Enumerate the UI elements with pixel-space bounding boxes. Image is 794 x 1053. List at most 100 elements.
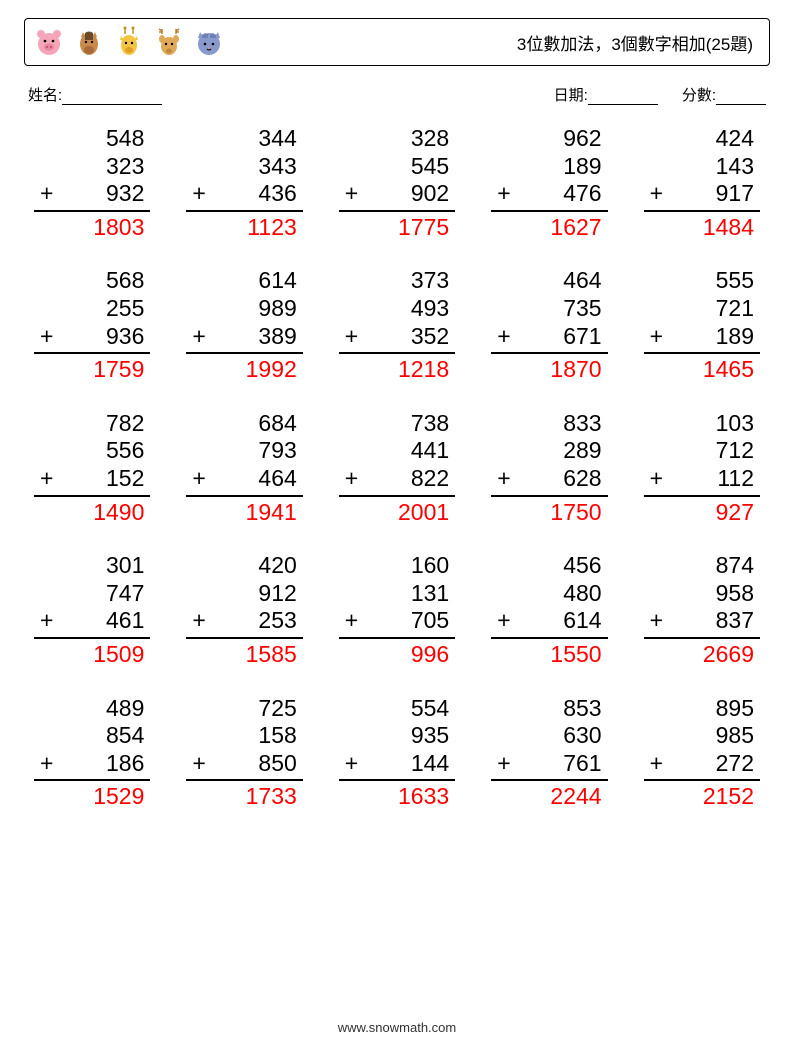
plus-sign: + <box>491 607 510 635</box>
plus-sign: + <box>186 323 205 351</box>
problem: 554935+1441633 <box>339 695 455 811</box>
addend-3: +253 <box>186 607 302 639</box>
answer: 1123 <box>186 212 302 242</box>
addend-3: +189 <box>644 323 760 355</box>
addend-1: 464 <box>491 267 607 295</box>
addend-3: +671 <box>491 323 607 355</box>
addend-1: 782 <box>34 410 150 438</box>
addend-1: 160 <box>339 552 455 580</box>
addend-3: +461 <box>34 607 150 639</box>
cat-icon <box>193 26 225 58</box>
problem: 853630+7612244 <box>491 695 607 811</box>
plus-sign: + <box>644 180 663 208</box>
answer: 996 <box>339 639 455 669</box>
problem: 464735+6711870 <box>491 267 607 383</box>
problem: 874958+8372669 <box>644 552 760 668</box>
answer: 1941 <box>186 497 302 527</box>
addend-2: 793 <box>186 437 302 465</box>
plus-sign: + <box>34 180 53 208</box>
problem: 424143+9171484 <box>644 125 760 241</box>
date-field: 日期: <box>554 84 658 105</box>
answer: 1509 <box>34 639 150 669</box>
addend-2: 721 <box>644 295 760 323</box>
problems-grid: 548323+9321803344343+4361123328545+90217… <box>24 125 770 811</box>
addend-2: 712 <box>644 437 760 465</box>
addend-1: 568 <box>34 267 150 295</box>
addend-3: +352 <box>339 323 455 355</box>
addend-2: 735 <box>491 295 607 323</box>
addend-2: 480 <box>491 580 607 608</box>
answer: 1484 <box>644 212 760 242</box>
plus-sign: + <box>34 750 53 778</box>
animal-icons <box>33 26 225 58</box>
addend-2: 935 <box>339 722 455 750</box>
worksheet-title: 3位數加法，3個數字相加(25題) <box>517 30 753 55</box>
info-line: 姓名: 日期: 分數: <box>24 84 770 105</box>
plus-sign: + <box>34 465 53 493</box>
addend-2: 289 <box>491 437 607 465</box>
addend-1: 548 <box>34 125 150 153</box>
problem: 373493+3521218 <box>339 267 455 383</box>
answer: 1585 <box>186 639 302 669</box>
addend-3: +837 <box>644 607 760 639</box>
name-field: 姓名: <box>28 84 162 105</box>
plus-sign: + <box>644 465 663 493</box>
addend-2: 131 <box>339 580 455 608</box>
addend-2: 985 <box>644 722 760 750</box>
problem: 301747+4611509 <box>34 552 150 668</box>
answer: 2001 <box>339 497 455 527</box>
giraffe-icon <box>113 26 145 58</box>
problem: 684793+4641941 <box>186 410 302 526</box>
addend-1: 684 <box>186 410 302 438</box>
answer: 2152 <box>644 781 760 811</box>
plus-sign: + <box>186 750 205 778</box>
footer: www.snowmath.com <box>0 1020 794 1035</box>
addend-2: 545 <box>339 153 455 181</box>
problem: 725158+8501733 <box>186 695 302 811</box>
answer: 1550 <box>491 639 607 669</box>
addend-1: 614 <box>186 267 302 295</box>
plus-sign: + <box>644 607 663 635</box>
addend-2: 747 <box>34 580 150 608</box>
addend-3: +112 <box>644 465 760 497</box>
problem: 738441+8222001 <box>339 410 455 526</box>
problem: 160131+705996 <box>339 552 455 668</box>
addend-3: +476 <box>491 180 607 212</box>
plus-sign: + <box>186 607 205 635</box>
addend-2: 493 <box>339 295 455 323</box>
addend-1: 424 <box>644 125 760 153</box>
answer: 1759 <box>34 354 150 384</box>
info-left: 姓名: <box>28 84 162 105</box>
score-field: 分數: <box>682 84 766 105</box>
plus-sign: + <box>34 323 53 351</box>
answer: 1218 <box>339 354 455 384</box>
problem: 328545+9021775 <box>339 125 455 241</box>
answer: 1633 <box>339 781 455 811</box>
plus-sign: + <box>339 465 358 493</box>
plus-sign: + <box>186 180 205 208</box>
problem: 103712+112927 <box>644 410 760 526</box>
addend-1: 833 <box>491 410 607 438</box>
plus-sign: + <box>339 750 358 778</box>
addend-2: 556 <box>34 437 150 465</box>
score-label: 分數: <box>682 84 716 105</box>
addend-2: 912 <box>186 580 302 608</box>
addend-1: 853 <box>491 695 607 723</box>
name-blank <box>62 90 162 105</box>
addend-3: +850 <box>186 750 302 782</box>
answer: 1775 <box>339 212 455 242</box>
addend-3: +464 <box>186 465 302 497</box>
addend-2: 255 <box>34 295 150 323</box>
addend-2: 323 <box>34 153 150 181</box>
answer: 1627 <box>491 212 607 242</box>
addend-3: +614 <box>491 607 607 639</box>
addend-2: 143 <box>644 153 760 181</box>
plus-sign: + <box>491 323 510 351</box>
plus-sign: + <box>339 607 358 635</box>
addend-1: 328 <box>339 125 455 153</box>
addend-3: +705 <box>339 607 455 639</box>
addend-3: +272 <box>644 750 760 782</box>
answer: 1992 <box>186 354 302 384</box>
addend-3: +936 <box>34 323 150 355</box>
problem: 555721+1891465 <box>644 267 760 383</box>
